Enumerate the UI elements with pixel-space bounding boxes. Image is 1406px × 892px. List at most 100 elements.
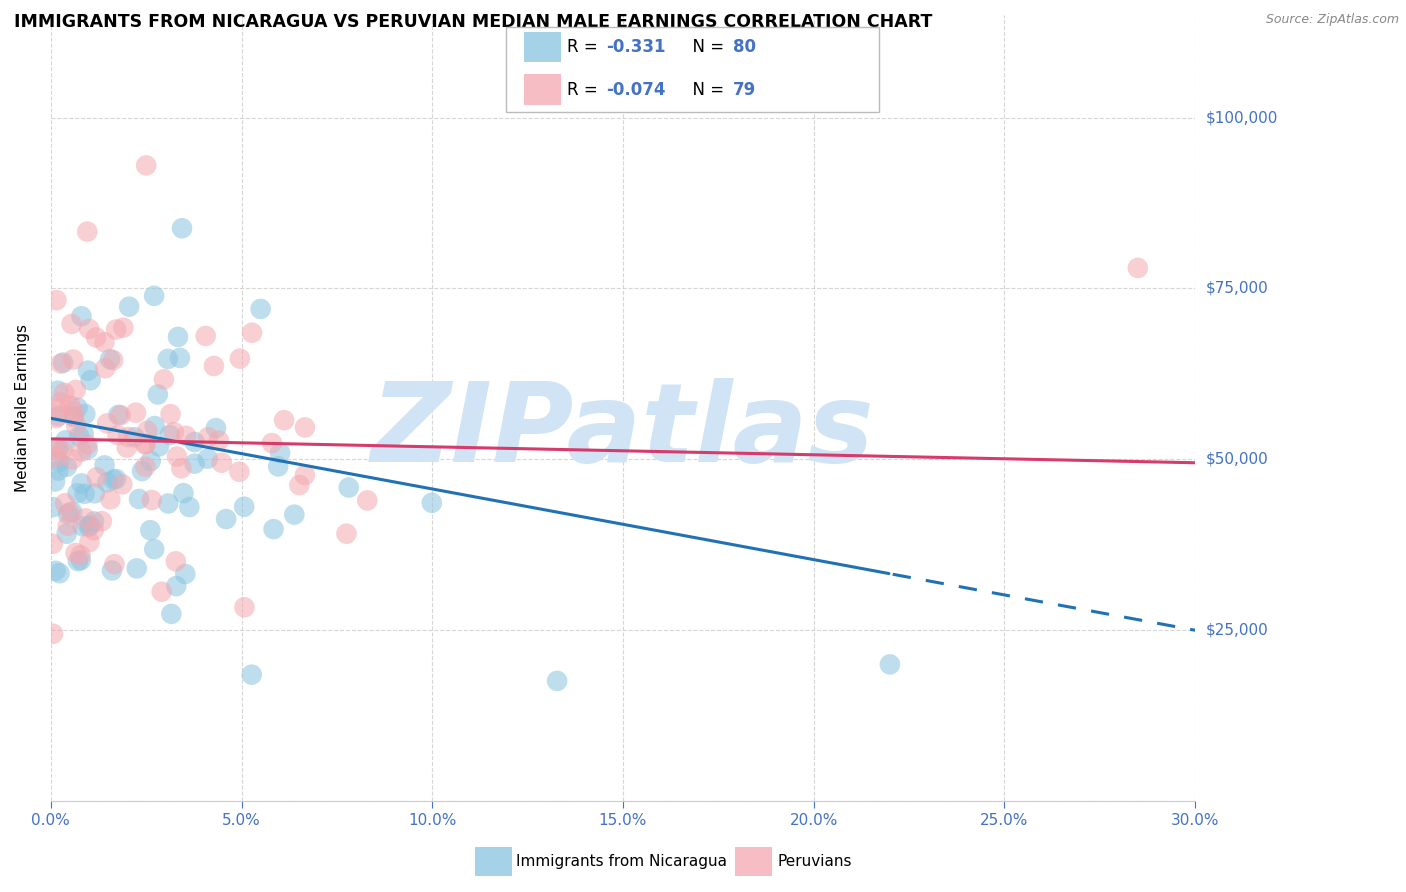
Point [46, 402, 69, 417]
Point [66, 486, 89, 500]
Point [131, 464, 153, 478]
Point [263, 522, 285, 536]
Point [117, 430, 139, 444]
Point [153, 372, 176, 386]
Point [45, 442, 67, 457]
Point [356, 493, 378, 508]
Point [52, 356, 75, 370]
Point [294, 420, 316, 434]
Point [69, 548, 91, 562]
Point [56, 507, 79, 521]
Point [160, 607, 183, 621]
Point [70, 310, 93, 324]
Point [134, 437, 156, 451]
Text: R =: R = [567, 37, 607, 56]
Point [72, 426, 94, 441]
Point [179, 500, 201, 514]
Point [83, 515, 105, 529]
Point [83, 486, 105, 500]
Y-axis label: Median Male Earnings: Median Male Earnings [15, 324, 30, 492]
Point [101, 564, 124, 578]
Point [197, 430, 219, 444]
Point [143, 419, 166, 434]
Point [125, 406, 148, 420]
Point [159, 428, 181, 442]
Point [53, 385, 76, 400]
Point [240, 326, 263, 340]
Point [44, 475, 66, 489]
Point [288, 478, 311, 492]
Point [84, 330, 107, 344]
Point [148, 439, 170, 453]
Point [45, 564, 67, 578]
Point [103, 557, 125, 571]
Point [90, 514, 112, 528]
Point [59, 505, 82, 519]
Point [70, 553, 93, 567]
Point [42, 537, 65, 551]
Point [110, 408, 132, 422]
Point [45, 293, 67, 307]
Point [174, 566, 197, 581]
Point [146, 387, 169, 401]
Point [49, 357, 72, 371]
Point [267, 459, 290, 474]
Point [269, 446, 291, 460]
Point [205, 421, 228, 435]
Point [249, 301, 271, 316]
Point [273, 413, 295, 427]
Point [111, 477, 134, 491]
Point [70, 476, 93, 491]
Point [105, 472, 128, 486]
Point [93, 458, 115, 473]
Point [73, 486, 96, 500]
Text: $100,000: $100,000 [1206, 110, 1278, 125]
Point [49, 395, 72, 409]
Point [115, 441, 138, 455]
Text: -0.331: -0.331 [606, 37, 665, 56]
Point [135, 437, 157, 451]
Point [42, 500, 65, 515]
Point [124, 430, 146, 444]
Point [75, 511, 97, 525]
Point [107, 428, 129, 442]
Point [233, 600, 256, 615]
Point [183, 435, 205, 450]
Point [337, 480, 360, 494]
Point [63, 409, 86, 424]
Point [56, 518, 79, 533]
Point [163, 425, 186, 440]
Point [128, 491, 150, 506]
Point [66, 554, 89, 568]
Point [135, 158, 157, 172]
Text: Immigrants from Nicaragua: Immigrants from Nicaragua [516, 855, 727, 869]
Point [93, 335, 115, 350]
Point [46, 442, 69, 456]
Point [60, 317, 83, 331]
Point [157, 496, 180, 510]
Point [172, 486, 194, 500]
Point [169, 351, 191, 365]
Point [62, 404, 84, 418]
Point [879, 657, 901, 672]
Point [79, 373, 101, 387]
Point [420, 496, 443, 510]
Text: N =: N = [682, 37, 730, 56]
Point [215, 512, 238, 526]
Point [48, 566, 70, 581]
Point [86, 470, 108, 484]
Point [51, 442, 73, 457]
Text: Peruvians: Peruvians [778, 855, 852, 869]
Point [46, 384, 69, 398]
Text: 80: 80 [733, 37, 755, 56]
Point [170, 221, 193, 235]
Point [55, 526, 77, 541]
Point [55, 434, 77, 448]
Point [134, 459, 156, 474]
Point [77, 364, 100, 378]
Point [156, 351, 179, 366]
Point [260, 436, 283, 450]
Point [139, 523, 162, 537]
Point [202, 359, 225, 373]
Text: -0.074: -0.074 [606, 80, 665, 99]
